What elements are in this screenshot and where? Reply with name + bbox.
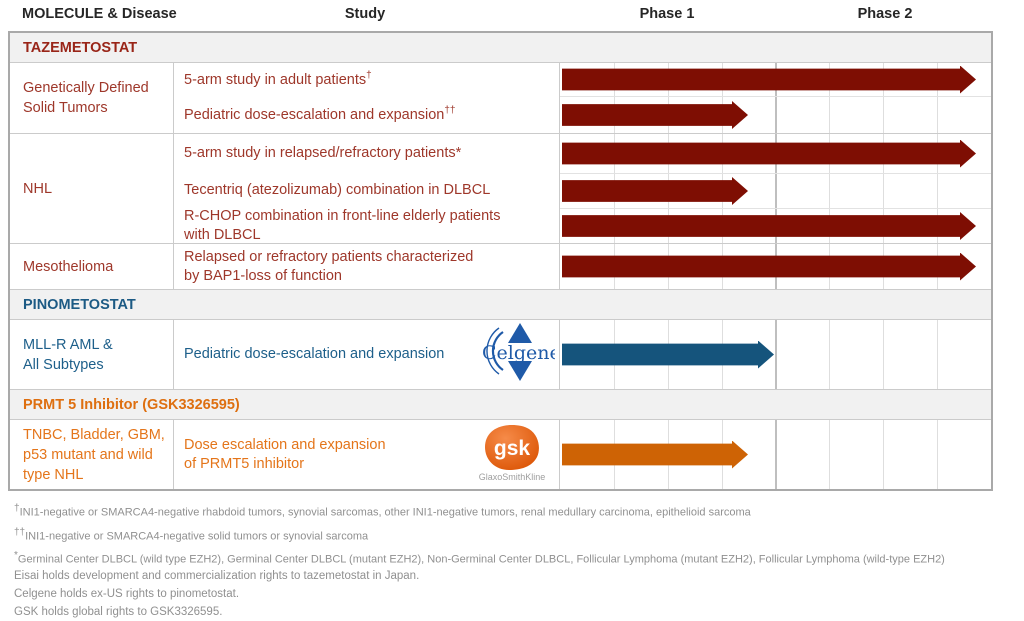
- group-solid-tumors: Genetically Defined Solid Tumors 5-arm s…: [10, 62, 991, 133]
- study-label: 5-arm study in adult patients: [184, 71, 367, 88]
- phase-rows: [560, 420, 991, 489]
- gsk-logo-name: GlaxoSmithKline: [479, 472, 546, 482]
- group-tnbc: TNBC, Bladder, GBM, p53 mutant and wild …: [10, 419, 991, 489]
- study-entry: 5-arm study in adult patients†: [174, 63, 559, 96]
- gsk-logo-graphic: gsk GlaxoSmithKline: [479, 425, 546, 482]
- progress-bar: [562, 177, 748, 205]
- rights-note-celgene: Celgene holds ex-US rights to pinometost…: [14, 588, 240, 600]
- study-label: R-CHOP combination in front-line elderly…: [184, 207, 501, 243]
- footnote-marker: ††: [14, 526, 26, 538]
- progress-bar: [562, 341, 774, 369]
- study-entry: R-CHOP combination in front-line elderly…: [174, 208, 559, 243]
- disease-cell-tnbc: TNBC, Bladder, GBM, p53 mutant and wild …: [10, 420, 174, 489]
- study-label: Pediatric dose-escalation and expansion: [184, 106, 445, 123]
- celgene-arc-outer: [491, 331, 504, 371]
- column-header-phase1: Phase 1: [639, 6, 695, 22]
- column-header-study: Study: [344, 6, 386, 22]
- disease-cell-mesothelioma: Mesothelioma: [10, 244, 174, 289]
- study-entry: Tecentriq (atezolizumab) combination in …: [174, 173, 559, 208]
- progress-bar: [562, 140, 976, 168]
- phase-rows: [560, 320, 991, 389]
- study-entry: Pediatric dose-escalation and expansion†…: [174, 96, 559, 133]
- study-entry: 5-arm study in relapsed/refractory patie…: [174, 134, 559, 173]
- phase-subrow: [560, 244, 991, 289]
- study-cell-mll-r-aml: Pediatric dose-escalation and expansion …: [174, 320, 560, 389]
- section-header-tazemetostat: TAZEMETOSTAT: [10, 33, 991, 62]
- study-cell-nhl: 5-arm study in relapsed/refractory patie…: [174, 134, 560, 243]
- rights-note-eisai: Eisai holds development and commercializ…: [14, 570, 420, 582]
- footnote-text: INI1-negative or SMARCA4-negative rhabdo…: [19, 506, 751, 519]
- phase-subrow: [560, 63, 991, 96]
- footnote-double-dagger: ††INI1-negative or SMARCA4-negative soli…: [14, 527, 945, 543]
- footnote-text: Germinal Center DLBCL (wild type EZH2), …: [17, 553, 945, 566]
- phase-rows: [560, 244, 991, 289]
- disease-cell-solid-tumors: Genetically Defined Solid Tumors: [10, 63, 174, 133]
- phase-subrow: [560, 208, 991, 243]
- study-entry: Dose escalation and expansion of PRMT5 i…: [174, 436, 386, 474]
- celgene-logo-text: Celgene: [482, 342, 555, 364]
- section-header-prmt5: PRMT 5 Inhibitor (GSK3326595): [10, 389, 991, 419]
- phase-cell: [560, 420, 991, 489]
- footnote-asterisk: *Germinal Center DLBCL (wild type EZH2),…: [14, 550, 945, 566]
- footnote-dagger: †INI1-negative or SMARCA4-negative rhabd…: [14, 503, 945, 519]
- study-cell-solid-tumors: 5-arm study in adult patients† Pediatric…: [174, 63, 560, 133]
- phase-cell: [560, 63, 991, 133]
- disease-cell-mll-r-aml: MLL-R AML & All Subtypes: [10, 320, 174, 389]
- study-label: Pediatric dose-escalation and expansion: [184, 346, 445, 363]
- phase-subrow: [560, 134, 991, 173]
- progress-bar: [562, 101, 748, 129]
- celgene-arc-inner: [486, 327, 500, 375]
- group-mesothelioma: Mesothelioma Relapsed or refractory pati…: [10, 243, 991, 289]
- footnote-text: INI1-negative or SMARCA4-negative solid …: [25, 530, 369, 543]
- footnote-marker: †: [14, 503, 20, 514]
- gsk-blob: [485, 425, 539, 470]
- progress-bar: [562, 441, 748, 469]
- study-entry: Pediatric dose-escalation and expansion: [174, 345, 444, 364]
- study-footnote-marker: ††: [444, 105, 456, 117]
- group-nhl: NHL 5-arm study in relapsed/refractory p…: [10, 133, 991, 243]
- study-cell-mesothelioma: Relapsed or refractory patients characte…: [174, 244, 560, 289]
- study-label: Dose escalation and expansion of PRMT5 i…: [184, 436, 386, 472]
- pipeline-table: TAZEMETOSTAT Genetically Defined Solid T…: [8, 31, 993, 491]
- study-entry: Relapsed or refractory patients characte…: [174, 248, 473, 286]
- study-cell-tnbc: Dose escalation and expansion of PRMT5 i…: [174, 420, 560, 489]
- footnotes: †INI1-negative or SMARCA4-negative rhabd…: [14, 503, 945, 574]
- group-mll-r-aml: MLL-R AML & All Subtypes Pediatric dose-…: [10, 319, 991, 389]
- section-title: PINOMETOSTAT: [23, 296, 136, 313]
- phase-rows: [560, 63, 991, 133]
- column-header-phase2: Phase 2: [857, 6, 913, 22]
- study-label: Tecentriq (atezolizumab) combination in …: [184, 182, 491, 199]
- progress-bar: [562, 253, 976, 281]
- phase-cell: [560, 320, 991, 389]
- phase-subrow: [560, 96, 991, 133]
- progress-bar: [562, 212, 976, 240]
- column-header-molecule: MOLECULE & Disease: [22, 6, 177, 22]
- gsk-logo-mark: gsk: [494, 437, 531, 460]
- section-header-pinometostat: PINOMETOSTAT: [10, 289, 991, 319]
- rights-notes: Eisai holds development and commercializ…: [14, 567, 419, 621]
- celgene-logo: Celgene: [473, 323, 559, 386]
- section-title: PRMT 5 Inhibitor (GSK3326595): [23, 396, 240, 413]
- phase-subrow: [560, 320, 991, 389]
- celgene-triangle-top: [508, 323, 532, 343]
- phase-subrow: [560, 173, 991, 208]
- phase-cell: [560, 244, 991, 289]
- disease-cell-nhl: NHL: [10, 134, 174, 243]
- phase-subrow: [560, 420, 991, 489]
- rights-note-gsk: GSK holds global rights to GSK3326595.: [14, 606, 223, 618]
- study-label: 5-arm study in relapsed/refractory patie…: [184, 145, 462, 162]
- footnote-marker: *: [14, 550, 18, 562]
- gsk-logo: gsk GlaxoSmithKline: [473, 422, 551, 487]
- celgene-logo-graphic: Celgene: [482, 323, 559, 381]
- phase-rows: [560, 134, 991, 243]
- phase-cell: [560, 134, 991, 243]
- study-label: Relapsed or refractory patients characte…: [184, 248, 474, 284]
- celgene-triangle-bottom: [508, 361, 532, 381]
- section-title: TAZEMETOSTAT: [23, 39, 138, 56]
- progress-bar: [562, 66, 976, 94]
- study-footnote-marker: †: [366, 70, 372, 82]
